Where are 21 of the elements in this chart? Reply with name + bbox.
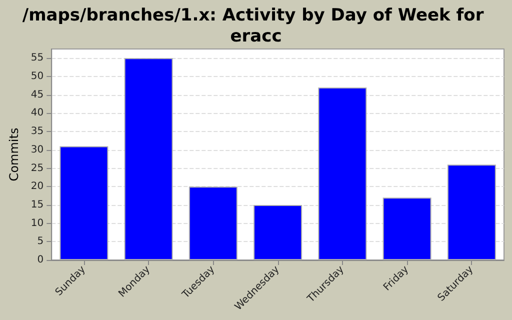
y-tick-label: 45 <box>30 89 44 100</box>
bar <box>124 58 173 260</box>
bar <box>188 186 238 260</box>
y-tick-label: 15 <box>30 199 44 210</box>
y-tick-label: 30 <box>30 144 44 156</box>
bar <box>382 198 432 260</box>
bar <box>60 146 108 260</box>
chart-title: /maps/branches/1.x: Activity by Day of Week for eracc <box>22 6 490 46</box>
bar <box>318 88 367 260</box>
y-tick-label: 55 <box>30 52 44 64</box>
y-tick-label: 25 <box>30 162 44 174</box>
y-tick-label: 35 <box>30 126 44 138</box>
bar <box>254 204 302 260</box>
y-tick-label: 40 <box>30 108 44 119</box>
y-tick-label: 0 <box>37 254 44 266</box>
y-tick-label: 50 <box>30 71 44 82</box>
y-tick-label: 20 <box>30 181 44 192</box>
y-axis-title: Commits <box>7 128 21 182</box>
y-tick-label: 10 <box>30 218 44 229</box>
bar <box>447 164 496 260</box>
y-tick-label: 5 <box>37 236 44 248</box>
